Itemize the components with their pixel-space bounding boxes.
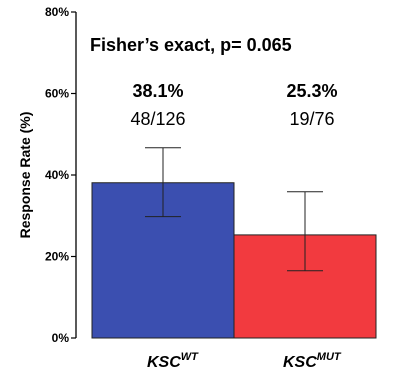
y-tick-label: 20%: [45, 250, 69, 264]
count-label: 48/126: [130, 109, 185, 129]
bar-labels: 38.1% 48/126 KSCWT 25.3% 19/76 KSCMUT: [130, 81, 341, 371]
category-label: KSCWT: [147, 351, 199, 371]
y-tick-label: 40%: [45, 168, 69, 182]
y-axis-label: Response Rate (%): [17, 112, 33, 239]
count-label: 19/76: [289, 109, 334, 129]
axes: 0% 20% 40% 60% 80%: [45, 5, 77, 345]
bars: [91, 182, 377, 339]
y-tick-label: 80%: [45, 5, 69, 19]
y-tick-label: 60%: [45, 87, 69, 101]
percent-label: 38.1%: [132, 81, 183, 101]
statistical-test-annotation: Fisher’s exact, p= 0.065: [90, 35, 292, 55]
y-tick-label: 0%: [52, 331, 70, 345]
category-label: KSCMUT: [283, 351, 342, 371]
error-bars: [145, 147, 323, 272]
percent-label: 25.3%: [286, 81, 337, 101]
